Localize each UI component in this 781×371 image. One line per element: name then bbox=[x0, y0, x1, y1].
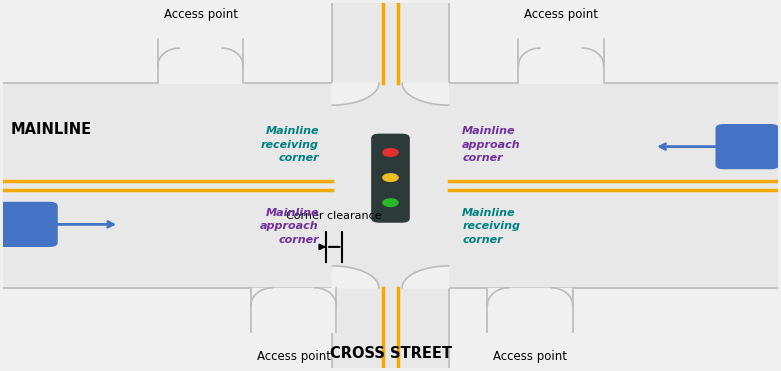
Text: Access point: Access point bbox=[257, 350, 330, 363]
Ellipse shape bbox=[383, 149, 398, 156]
Text: CROSS STREET: CROSS STREET bbox=[330, 346, 451, 361]
Ellipse shape bbox=[383, 174, 398, 181]
Text: Mainline
receiving
corner: Mainline receiving corner bbox=[462, 208, 520, 244]
Bar bbox=[251, 288, 336, 332]
Text: Corner clearance: Corner clearance bbox=[287, 211, 382, 221]
Text: Access point: Access point bbox=[493, 350, 567, 363]
Polygon shape bbox=[333, 83, 379, 105]
FancyBboxPatch shape bbox=[372, 134, 409, 222]
Bar bbox=[487, 288, 572, 332]
Text: Mainline
approach
corner: Mainline approach corner bbox=[260, 208, 319, 244]
Bar bbox=[158, 39, 243, 83]
Bar bbox=[519, 39, 604, 83]
Text: Mainline
approach
corner: Mainline approach corner bbox=[462, 127, 521, 163]
Bar bbox=[333, 3, 448, 368]
Text: MAINLINE: MAINLINE bbox=[10, 122, 91, 137]
Polygon shape bbox=[402, 83, 448, 105]
FancyBboxPatch shape bbox=[0, 203, 57, 246]
FancyBboxPatch shape bbox=[716, 125, 778, 168]
Text: Access point: Access point bbox=[163, 8, 237, 21]
Polygon shape bbox=[333, 266, 379, 288]
Ellipse shape bbox=[383, 199, 398, 207]
Polygon shape bbox=[402, 266, 448, 288]
Bar bbox=[3, 83, 778, 288]
Text: Mainline
receiving
corner: Mainline receiving corner bbox=[261, 127, 319, 163]
Text: Access point: Access point bbox=[524, 8, 598, 21]
